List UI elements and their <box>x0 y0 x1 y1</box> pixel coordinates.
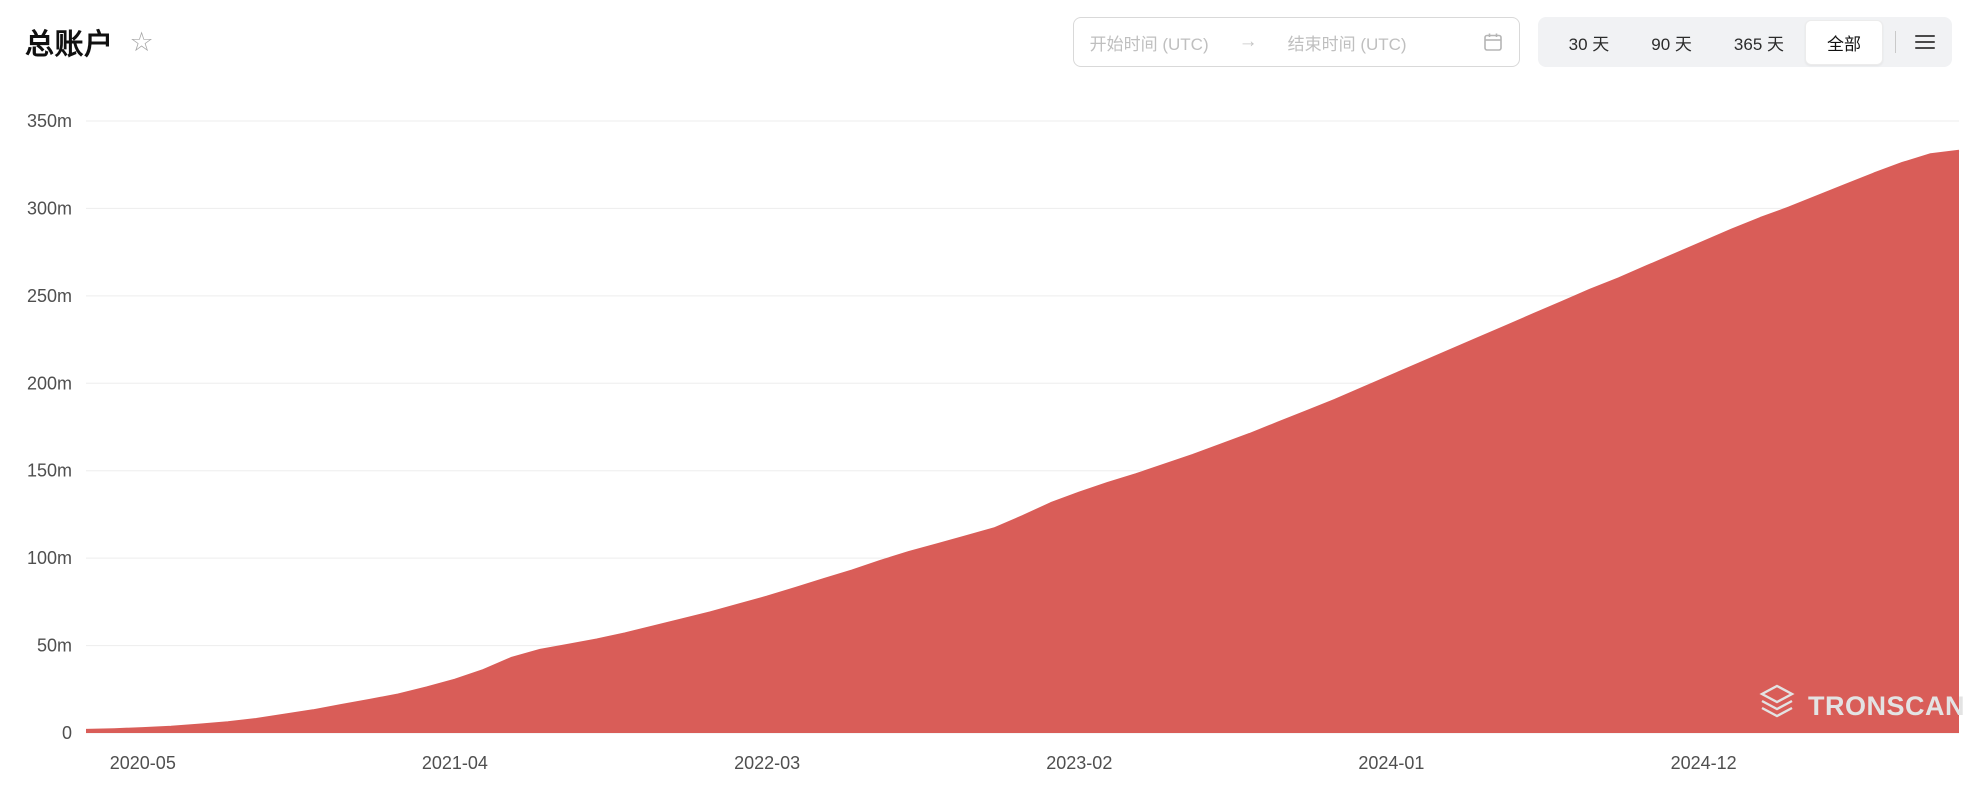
y-axis-label: 150m <box>27 461 72 481</box>
calendar-icon[interactable] <box>1483 32 1503 52</box>
date-range-picker[interactable]: 开始时间 (UTC) → 结束时间 (UTC) <box>1072 17 1520 67</box>
divider <box>1895 31 1896 53</box>
area-series-outline <box>85 149 1960 731</box>
y-axis-label: 350m <box>27 111 72 131</box>
start-date-input[interactable]: 开始时间 (UTC) <box>1089 34 1209 54</box>
time-range-selector: 30 天 90 天 365 天 全部 <box>1537 17 1952 67</box>
area-series <box>86 150 1959 733</box>
menu-icon[interactable] <box>1908 30 1942 54</box>
range-button-30d[interactable]: 30 天 <box>1568 34 1610 54</box>
y-axis-label: 250m <box>27 286 72 306</box>
range-button-365d[interactable]: 365 天 <box>1733 34 1784 54</box>
chart-header: 总账户 ☆ 开始时间 (UTC) → 结束时间 (UTC) 30 天 90 天 … <box>25 14 1952 70</box>
favorite-star-icon[interactable]: ☆ <box>129 26 154 57</box>
arrow-right-icon: → <box>1238 31 1258 52</box>
x-axis-label: 2021-04 <box>422 753 488 773</box>
x-axis-label: 2024-12 <box>1671 753 1737 773</box>
y-axis-label: 0 <box>62 723 72 743</box>
end-date-input[interactable]: 结束时间 (UTC) <box>1287 34 1407 54</box>
x-axis-label: 2022-03 <box>734 753 800 773</box>
range-button-all[interactable]: 全部 <box>1805 19 1883 65</box>
y-axis-label: 100m <box>27 548 72 568</box>
x-axis-label: 2020-05 <box>110 753 176 773</box>
x-axis-label: 2024-01 <box>1358 753 1424 773</box>
y-axis-label: 200m <box>27 373 72 393</box>
range-button-90d[interactable]: 90 天 <box>1651 34 1692 54</box>
y-axis-label: 300m <box>27 198 72 218</box>
page-title: 总账户 <box>25 29 114 61</box>
y-axis-label: 50m <box>37 636 72 656</box>
x-axis-label: 2023-02 <box>1046 753 1112 773</box>
